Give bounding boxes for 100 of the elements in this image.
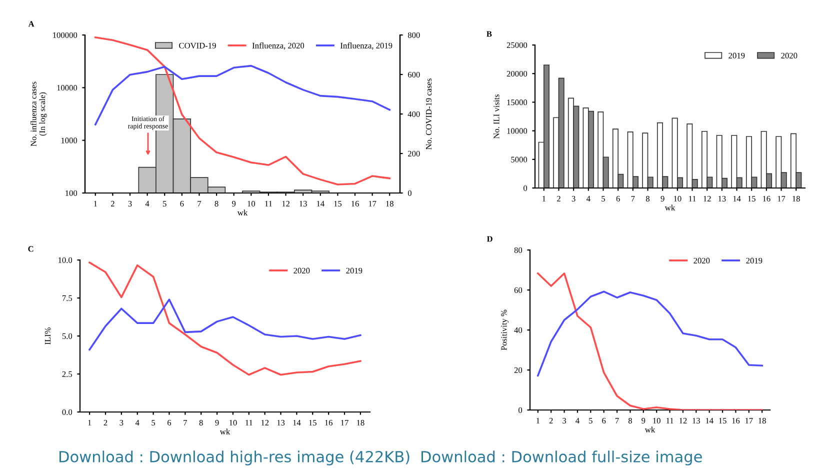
y-tick-label: 25000: [506, 42, 528, 48]
y-tick-label: 40: [514, 327, 522, 333]
y2-tick-label: 400: [408, 111, 420, 117]
y-axis-title: Positivity %: [501, 310, 508, 350]
x-tick-label: 1: [94, 200, 97, 206]
legend-label: 2020: [694, 258, 710, 264]
y-tick-label: 10000: [57, 85, 78, 91]
y-tick-label: 1000: [61, 138, 78, 144]
x-tick-label: 1: [88, 420, 92, 426]
x-tick-label: 6: [602, 418, 606, 424]
x-tick-label: 3: [562, 418, 566, 424]
x-tick-label: 2: [549, 418, 553, 424]
y2-tick-label: 600: [408, 72, 420, 78]
x-tick-label: 2: [110, 200, 114, 206]
legend-label: 2020: [294, 268, 310, 274]
x-tick-label: 12: [261, 420, 269, 426]
x-axis-title: wk: [664, 204, 676, 210]
legend-label: Influenza, 2020: [252, 42, 304, 50]
y-tick-label: 100000: [53, 32, 78, 38]
y-tick-label: 100: [66, 190, 78, 196]
x-tick-label: 13: [692, 418, 700, 424]
x-tick-label: 10: [230, 420, 237, 426]
x-tick-label: 11: [246, 420, 252, 426]
x-tick-label: 2: [104, 420, 108, 426]
x-tick-label: 11: [666, 418, 674, 424]
y-tick-label: 0: [518, 407, 522, 413]
x-axis-title: wk: [644, 426, 656, 432]
x-tick-label: 5: [163, 200, 166, 207]
x-tick-label: 13: [718, 196, 726, 202]
x-tick-label: 4: [135, 420, 140, 426]
x-tick-label: 4: [576, 418, 580, 424]
x-tick-label: 5: [152, 420, 156, 426]
x-tick-label: 12: [680, 418, 687, 424]
x-axis-title: wk: [220, 428, 230, 434]
x-tick-label: 8: [214, 200, 218, 207]
x-tick-label: 14: [293, 420, 301, 426]
x-tick-label: 6: [616, 196, 620, 202]
x-tick-label: 7: [198, 200, 202, 206]
y-axis-title: No. influenza cases (In log scale): [30, 82, 47, 146]
x-tick-label: 8: [199, 420, 203, 426]
x-tick-label: 12: [282, 200, 290, 206]
x-tick-label: 9: [215, 420, 219, 426]
x-tick-label: 4: [145, 200, 150, 206]
y-axis-title: No. ILI visits: [494, 94, 500, 139]
x-tick-label: 3: [120, 420, 124, 426]
x-tick-label: 1: [542, 196, 546, 202]
x-tick-label: 18: [758, 418, 766, 424]
legend-label: 2020: [781, 52, 798, 58]
x-tick-label: 8: [646, 196, 650, 202]
y-tick-label: 20: [514, 367, 522, 373]
y-tick-label: 5000: [511, 156, 528, 162]
x-tick-label: 13: [277, 420, 285, 426]
x-tick-label: 9: [660, 196, 664, 202]
x-tick-label: 15: [748, 196, 756, 202]
legend-label: Influenza, 2019: [340, 42, 392, 50]
y-tick-label: 10.0: [58, 257, 72, 264]
x-tick-label: 13: [300, 200, 307, 207]
x-tick-label: 3: [128, 200, 132, 207]
x-tick-label: 9: [232, 200, 236, 207]
x-tick-label: 11: [688, 196, 696, 202]
y-tick-label: 10000: [507, 128, 528, 134]
chart-title: A: [28, 21, 34, 27]
y-tick-label: 20000: [506, 70, 528, 77]
x-tick-label: 9: [642, 418, 646, 424]
y-tick-label: 0: [524, 185, 528, 191]
x-tick-label: 16: [352, 200, 359, 207]
x-tick-label: 15: [334, 200, 342, 207]
x-tick-label: 17: [745, 418, 753, 424]
x-tick-label: 14: [733, 196, 741, 202]
x-tick-label: 4: [586, 196, 590, 202]
x-axis-title: wk: [237, 210, 248, 216]
x-tick-label: 16: [325, 420, 332, 426]
y-tick-label: 60: [514, 287, 522, 293]
x-tick-label: 14: [316, 200, 324, 206]
x-tick-label: 2: [557, 196, 560, 202]
legend-label: COVID-19: [179, 42, 216, 48]
x-tick-label: 11: [265, 200, 272, 206]
y2-axis-title: No. COVID-19 cases: [426, 78, 432, 150]
legend-label: 2019: [346, 268, 362, 274]
x-tick-label: 7: [616, 418, 619, 424]
y-tick-label: 2.5: [62, 371, 72, 378]
x-tick-label: 5: [602, 196, 605, 202]
x-tick-label: 6: [180, 200, 184, 207]
y-tick-label: 7.5: [62, 295, 72, 302]
x-tick-label: 18: [357, 420, 364, 426]
y-axis-title: ILI%: [44, 327, 51, 344]
x-tick-label: 7: [184, 420, 188, 426]
x-tick-label: 1: [536, 418, 540, 424]
x-tick-label: 16: [732, 418, 740, 424]
y-tick-label: 80: [514, 247, 522, 253]
x-tick-label: 12: [704, 196, 711, 202]
y2-tick-label: 200: [408, 150, 420, 156]
x-tick-label: 10: [248, 200, 256, 207]
x-tick-label: 17: [778, 196, 786, 202]
x-tick-label: 5: [589, 418, 592, 424]
x-tick-label: 15: [719, 418, 726, 424]
chart-title: B: [486, 31, 492, 37]
x-tick-label: 3: [572, 196, 576, 202]
y2-tick-label: 800: [408, 32, 420, 38]
legend-label: 2019: [728, 52, 745, 58]
